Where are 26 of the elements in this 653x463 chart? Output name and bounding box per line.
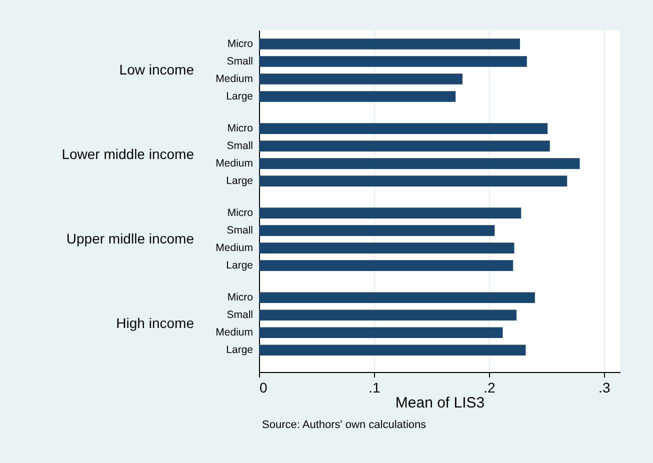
y-tick-label: Micro <box>227 122 254 135</box>
y-tick-label: Medium <box>216 158 254 170</box>
y-tick-label: Medium <box>216 326 254 339</box>
y-tick-label: Medium <box>216 73 254 86</box>
x-tick-label: 0 <box>260 380 268 396</box>
y-tick-label: Small <box>226 140 253 152</box>
y-tick-label: Large <box>226 344 254 356</box>
y-tick-label: Small <box>226 224 253 237</box>
y-tick-label: Medium <box>216 242 254 254</box>
y-tick-label: Micro <box>227 38 254 50</box>
x-tick-label: .3 <box>598 380 610 396</box>
x-axis-title: Mean of LIS3 <box>395 394 485 412</box>
y-tick-label: Large <box>226 90 254 103</box>
source-note: Source: Authors' own calculations <box>262 419 427 431</box>
text: Upper midlle income <box>66 230 194 246</box>
y-tick-label: Small <box>226 56 253 68</box>
y-tick-label: Large <box>226 260 254 272</box>
x-tick-label: .1 <box>368 380 381 396</box>
text: Lower middle income <box>62 146 194 162</box>
y-tick-label: Large <box>226 175 254 188</box>
x-tick-label: .2 <box>484 380 496 396</box>
y-tick-label: Small <box>226 309 253 322</box>
text: Low income <box>119 61 194 78</box>
y-tick-label: Micro <box>227 207 254 220</box>
y-tick-label: Micro <box>227 292 254 304</box>
text: High income <box>116 314 194 331</box>
